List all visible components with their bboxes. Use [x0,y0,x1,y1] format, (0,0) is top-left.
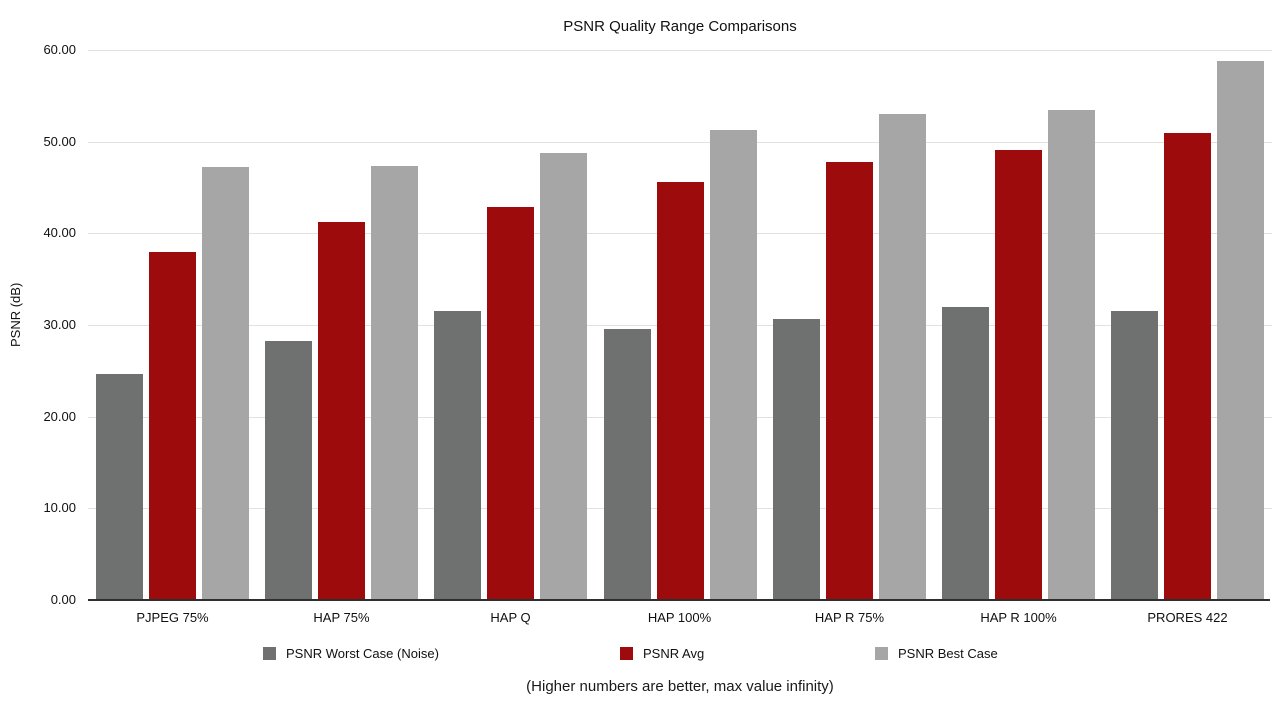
y-tick-label-10: 10.00 [43,500,76,515]
x-tick-label-prores-422: PRORES 422 [1147,610,1228,625]
y-axis-title: PSNR (dB) [8,282,23,348]
plot-area [88,50,1272,600]
bar-psnr-avg-pjpeg-75 [149,252,196,600]
x-tick-label-hap-75: HAP 75% [313,610,370,625]
y-tick-label-30: 30.00 [43,317,76,332]
bar-psnr-avg-hap-r-75 [826,162,873,600]
legend: PSNR Worst Case (Noise) PSNR Avg PSNR Be… [0,645,1280,661]
gridline-50 [88,142,1272,143]
legend-swatch-avg [620,646,633,660]
bar-psnr-worst-case-noise-hap-100 [604,329,651,600]
bar-psnr-worst-case-noise-hap-75 [265,341,312,600]
bar-psnr-worst-case-noise-hap-r-75 [773,319,820,600]
x-tick-label-pjpeg-75: PJPEG 75% [136,610,209,625]
chart-title: PSNR Quality Range Comparisons [563,18,797,35]
gridline-60 [88,50,1272,51]
bar-psnr-avg-prores-422 [1164,133,1211,600]
bar-psnr-best-case-hap-100 [710,130,757,600]
bar-psnr-best-case-pjpeg-75 [202,167,249,600]
bar-psnr-best-case-hap-r-100 [1048,110,1095,600]
bar-psnr-best-case-hap-q [540,153,587,600]
chart-caption: (Higher numbers are better, max value in… [526,678,834,695]
x-tick-label-hap-100: HAP 100% [647,610,712,625]
y-tick-label-60: 60.00 [43,42,76,57]
bar-psnr-best-case-prores-422 [1217,61,1264,600]
legend-label-worst-case: PSNR Worst Case (Noise) [286,645,439,661]
bar-psnr-worst-case-noise-hap-r-100 [942,307,989,600]
bar-psnr-worst-case-noise-hap-q [434,311,481,600]
legend-item-avg: PSNR Avg [620,645,704,661]
bar-psnr-avg-hap-q [487,207,534,600]
x-tick-label-hap-r-75: HAP R 75% [814,610,885,625]
legend-item-best-case: PSNR Best Case [875,645,998,661]
bar-psnr-best-case-hap-r-75 [879,114,926,600]
y-tick-label-0: 0.00 [50,592,76,607]
x-axis-line [88,599,1270,601]
bar-psnr-avg-hap-r-100 [995,150,1042,600]
bar-psnr-avg-hap-75 [318,222,365,600]
bar-psnr-avg-hap-100 [657,182,704,600]
y-tick-label-50: 50.00 [43,134,76,149]
legend-swatch-best-case [875,646,888,660]
x-tick-label-hap-q: HAP Q [490,610,531,625]
legend-item-worst-case: PSNR Worst Case (Noise) [263,645,439,661]
y-tick-label-40: 40.00 [43,225,76,240]
bar-psnr-worst-case-noise-pjpeg-75 [96,374,143,600]
legend-swatch-worst-case [263,646,276,660]
x-tick-label-hap-r-100: HAP R 100% [980,610,1057,625]
bar-psnr-best-case-hap-75 [371,166,418,600]
legend-label-best-case: PSNR Best Case [898,645,998,661]
bar-psnr-worst-case-noise-prores-422 [1111,311,1158,600]
legend-label-avg: PSNR Avg [643,645,705,661]
y-tick-label-20: 20.00 [43,409,76,424]
